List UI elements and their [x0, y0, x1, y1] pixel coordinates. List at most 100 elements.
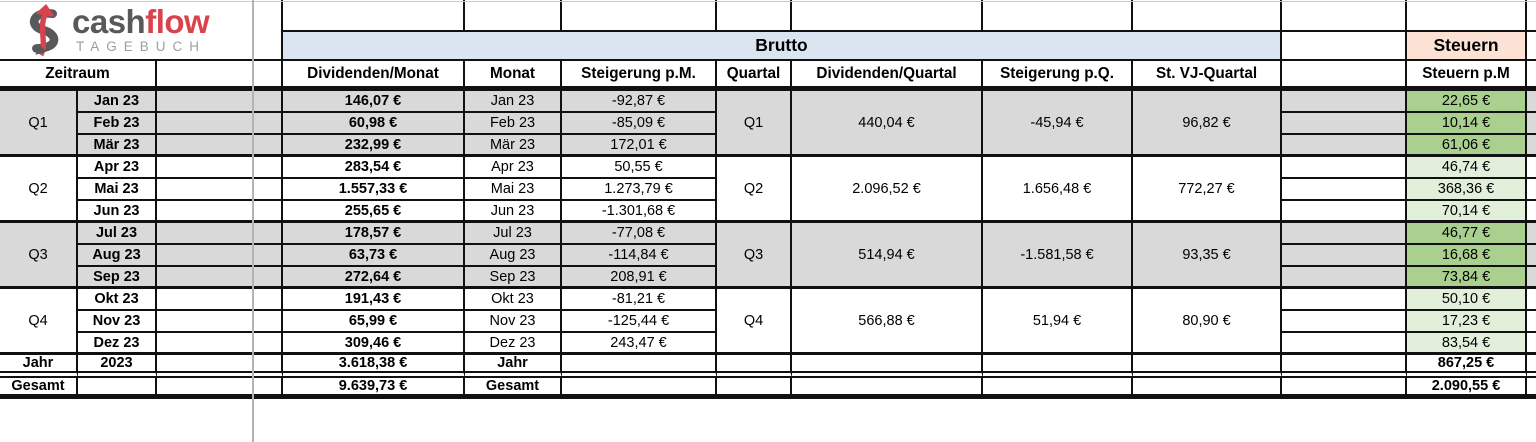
- empty-cell[interactable]: [983, 378, 1134, 399]
- header-steigerung-pm[interactable]: Steigerung p.M.: [562, 61, 718, 91]
- quarter-label-cell[interactable]: Q2: [0, 157, 78, 223]
- steigerung-quartal-cell[interactable]: 1.656,48 €: [983, 157, 1134, 223]
- empty-header-cell[interactable]: [157, 61, 253, 91]
- quarter-label-cell[interactable]: Q4: [0, 289, 78, 355]
- empty-cell[interactable]: [1282, 113, 1408, 135]
- steuer-month-cell[interactable]: 70,14 €: [1407, 201, 1528, 223]
- jahr-monat-label-cell[interactable]: Jahr: [465, 355, 563, 378]
- header-zeitraum[interactable]: Zeitraum: [0, 61, 157, 91]
- month-repeat-cell[interactable]: Okt 23: [465, 289, 563, 311]
- steigerung-month-cell[interactable]: -85,09 €: [562, 113, 718, 135]
- dividend-month-cell[interactable]: 232,99 €: [283, 135, 466, 157]
- dividend-quartal-cell[interactable]: 440,04 €: [792, 91, 984, 157]
- month-repeat-cell[interactable]: Mär 23: [465, 135, 563, 157]
- steigerung-month-cell[interactable]: -1.301,68 €: [562, 201, 718, 223]
- empty-cell[interactable]: [1282, 179, 1408, 201]
- empty-cell[interactable]: [1282, 91, 1408, 113]
- month-label-cell[interactable]: Mär 23: [78, 135, 157, 157]
- steigerung-quartal-cell[interactable]: -45,94 €: [983, 91, 1134, 157]
- empty-cell[interactable]: [253, 113, 284, 135]
- steigerung-month-cell[interactable]: 172,01 €: [562, 135, 718, 157]
- month-repeat-cell[interactable]: Mai 23: [465, 179, 563, 201]
- month-label-cell[interactable]: Jun 23: [78, 201, 157, 223]
- month-repeat-cell[interactable]: Sep 23: [465, 267, 563, 289]
- empty-cell[interactable]: [1282, 157, 1408, 179]
- empty-cell[interactable]: [253, 157, 284, 179]
- dividend-month-cell[interactable]: 65,99 €: [283, 311, 466, 333]
- empty-cell[interactable]: [562, 355, 718, 378]
- empty-cell[interactable]: [157, 289, 253, 311]
- edge-cell[interactable]: [1527, 91, 1536, 113]
- stub-cell[interactable]: [1407, 0, 1528, 32]
- steuer-month-cell[interactable]: 83,54 €: [1407, 333, 1528, 355]
- empty-cell[interactable]: [78, 378, 157, 399]
- empty-cell[interactable]: [1282, 311, 1408, 333]
- empty-cell[interactable]: [253, 333, 284, 355]
- month-repeat-cell[interactable]: Dez 23: [465, 333, 563, 355]
- st-vj-quartal-cell[interactable]: 772,27 €: [1133, 157, 1283, 223]
- empty-cell[interactable]: [253, 201, 284, 223]
- steuer-month-cell[interactable]: 61,06 €: [1407, 135, 1528, 157]
- header-dividenden-monat[interactable]: Dividenden/Monat: [283, 61, 466, 91]
- month-repeat-cell[interactable]: Jul 23: [465, 223, 563, 245]
- empty-header-cell[interactable]: [253, 61, 284, 91]
- steigerung-month-cell[interactable]: -81,21 €: [562, 289, 718, 311]
- dividend-quartal-cell[interactable]: 514,94 €: [792, 223, 984, 289]
- gesamt-label-cell[interactable]: Gesamt: [0, 378, 78, 399]
- edge-cell[interactable]: [1527, 289, 1536, 311]
- month-label-cell[interactable]: Sep 23: [78, 267, 157, 289]
- steigerung-month-cell[interactable]: -77,08 €: [562, 223, 718, 245]
- month-label-cell[interactable]: Jul 23: [78, 223, 157, 245]
- stub-cell[interactable]: [983, 0, 1134, 32]
- steuer-month-cell[interactable]: 10,14 €: [1407, 113, 1528, 135]
- empty-cell[interactable]: [717, 355, 793, 378]
- empty-cell[interactable]: [1282, 355, 1408, 378]
- month-label-cell[interactable]: Nov 23: [78, 311, 157, 333]
- empty-cell[interactable]: [253, 355, 284, 378]
- empty-cell[interactable]: [562, 378, 718, 399]
- empty-cell[interactable]: [157, 113, 253, 135]
- month-repeat-cell[interactable]: Aug 23: [465, 245, 563, 267]
- stub-cell[interactable]: [283, 0, 466, 32]
- steuern-band[interactable]: Steuern: [1407, 32, 1528, 61]
- steigerung-quartal-cell[interactable]: -1.581,58 €: [983, 223, 1134, 289]
- steigerung-month-cell[interactable]: -125,44 €: [562, 311, 718, 333]
- empty-cell[interactable]: [1282, 378, 1408, 399]
- month-repeat-cell[interactable]: Jan 23: [465, 91, 563, 113]
- edge-cell[interactable]: [1527, 179, 1536, 201]
- dividend-quartal-cell[interactable]: 2.096,52 €: [792, 157, 984, 223]
- empty-cell[interactable]: [1133, 378, 1283, 399]
- empty-cell[interactable]: [157, 355, 253, 378]
- empty-cell[interactable]: [157, 333, 253, 355]
- empty-cell[interactable]: [157, 91, 253, 113]
- edge-cell[interactable]: [1527, 245, 1536, 267]
- stub-cell[interactable]: [465, 0, 563, 32]
- jahr-year-cell[interactable]: 2023: [78, 355, 157, 378]
- empty-cell[interactable]: [253, 245, 284, 267]
- dividend-month-cell[interactable]: 63,73 €: [283, 245, 466, 267]
- empty-cell[interactable]: [1282, 245, 1408, 267]
- empty-cell[interactable]: [157, 245, 253, 267]
- quarter-label-cell[interactable]: Q1: [0, 91, 78, 157]
- month-label-cell[interactable]: Dez 23: [78, 333, 157, 355]
- edge-cell[interactable]: [1527, 32, 1536, 61]
- edge-cell[interactable]: [1527, 61, 1536, 91]
- edge-cell[interactable]: [1527, 355, 1536, 378]
- empty-cell[interactable]: [1282, 289, 1408, 311]
- empty-cell[interactable]: [792, 355, 984, 378]
- steigerung-month-cell[interactable]: 243,47 €: [562, 333, 718, 355]
- empty-band-cell[interactable]: [1282, 32, 1408, 61]
- empty-cell[interactable]: [253, 223, 284, 245]
- empty-cell[interactable]: [157, 378, 253, 399]
- steigerung-month-cell[interactable]: 50,55 €: [562, 157, 718, 179]
- stub-cell[interactable]: [717, 0, 793, 32]
- steuer-month-cell[interactable]: 17,23 €: [1407, 311, 1528, 333]
- empty-header-cell[interactable]: [1282, 61, 1408, 91]
- empty-cell[interactable]: [253, 91, 284, 113]
- dividend-month-cell[interactable]: 283,54 €: [283, 157, 466, 179]
- stub-cell[interactable]: [1282, 0, 1408, 32]
- steuer-month-cell[interactable]: 46,77 €: [1407, 223, 1528, 245]
- steigerung-month-cell[interactable]: 1.273,79 €: [562, 179, 718, 201]
- empty-cell[interactable]: [157, 135, 253, 157]
- steuer-month-cell[interactable]: 368,36 €: [1407, 179, 1528, 201]
